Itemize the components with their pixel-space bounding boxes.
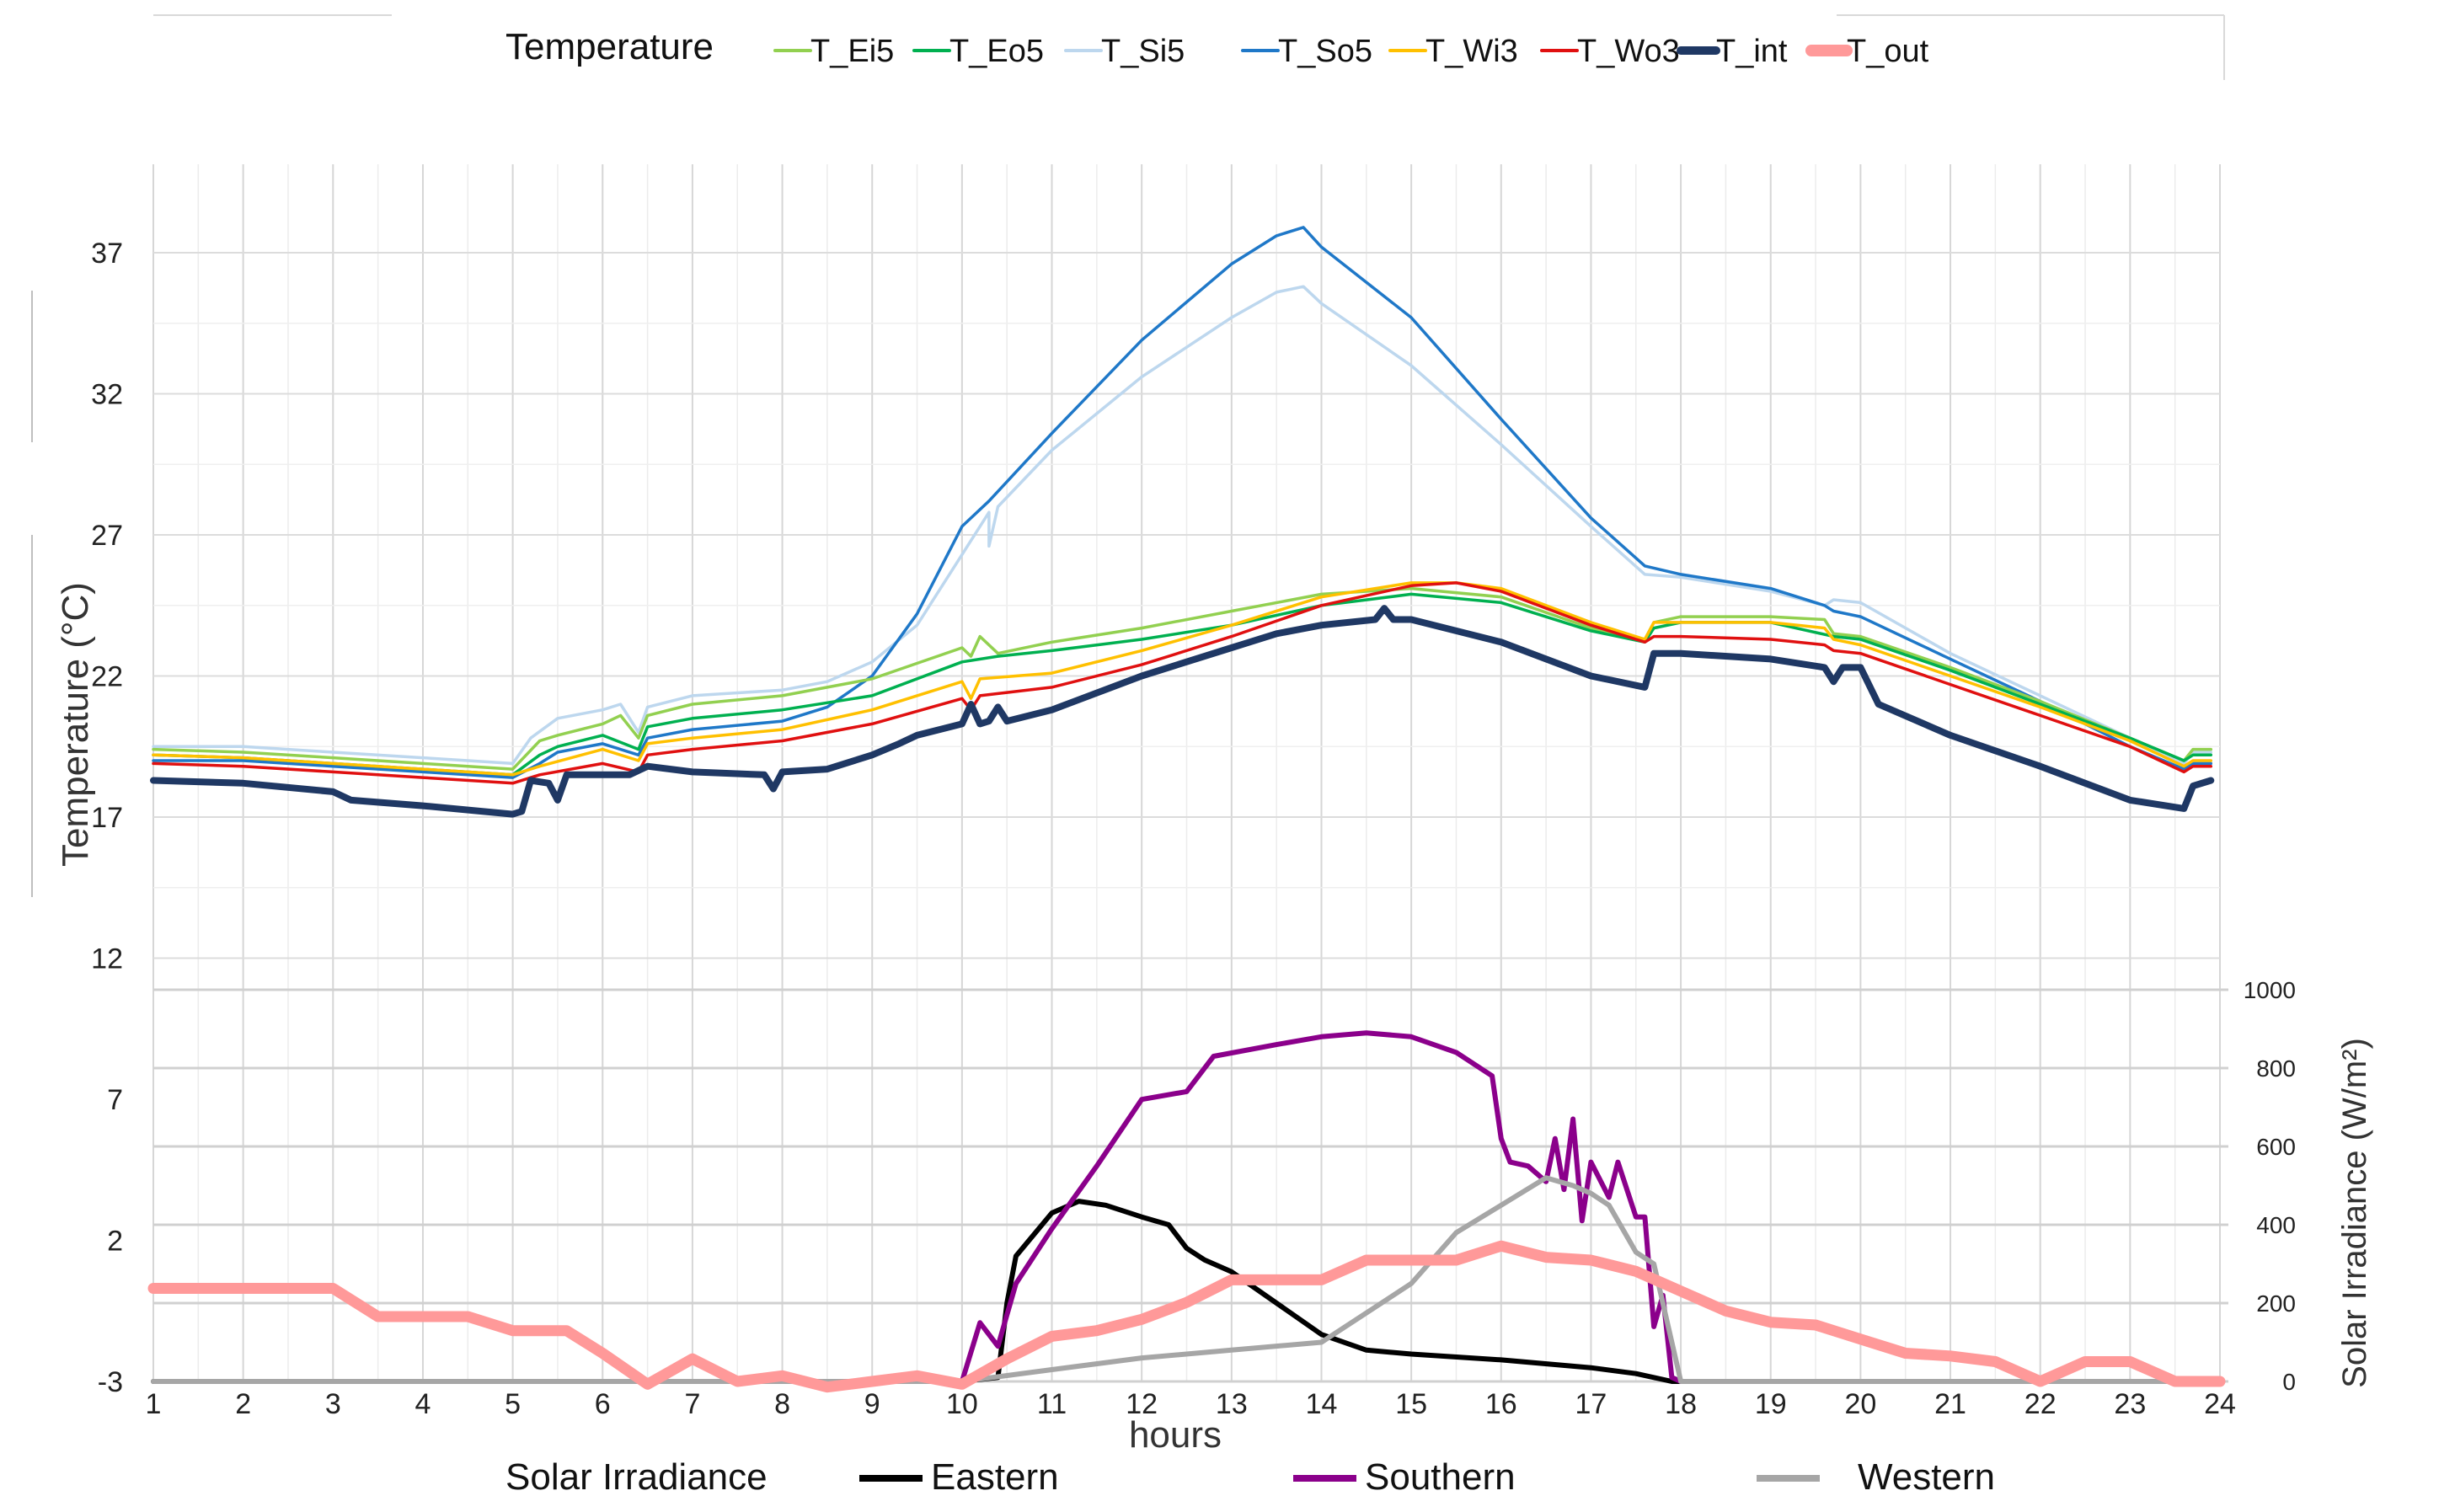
y2-tick-label: 800 (2256, 1055, 2296, 1082)
x-tick-label: 23 (2114, 1388, 2146, 1420)
series-t-wo3 (152, 581, 2213, 785)
legend-label-t-ei5: T_Ei5 (810, 34, 894, 69)
x-tick-label: 3 (325, 1388, 341, 1420)
x-tick-label: 1 (146, 1388, 162, 1420)
y2-tick-label: 200 (2256, 1290, 2296, 1317)
series-t-wi3 (152, 581, 2213, 777)
x-tick-label: 18 (1665, 1388, 1697, 1420)
x-tick-label: 15 (1395, 1388, 1427, 1420)
y-tick-label: 7 (107, 1084, 123, 1116)
legend-label-t-so5: T_So5 (1278, 34, 1372, 69)
y-tick-label: 37 (91, 238, 123, 270)
series-t-int (150, 605, 2215, 818)
series-t-si5 (152, 285, 2213, 766)
legend-label-t-int: T_int (1716, 34, 1788, 69)
y2-tick-label: 600 (2256, 1134, 2296, 1160)
y-tick-label: 2 (107, 1226, 123, 1258)
x-tick-label: 12 (1126, 1388, 1158, 1420)
series-t-out (147, 1240, 2226, 1393)
y2-tick-label: 1000 (2244, 977, 2296, 1003)
legend-temperature-title: Temperature (505, 26, 714, 67)
x-tick-label: 24 (2204, 1388, 2236, 1420)
x-tick-label: 8 (774, 1388, 790, 1420)
x-tick-label: 2 (235, 1388, 251, 1420)
x-tick-label: 5 (505, 1388, 521, 1420)
legend-label-t-wo3: T_Wo3 (1577, 34, 1680, 69)
x-tick-label: 19 (1755, 1388, 1787, 1420)
y2-axis-ticks: 0 200 400 600 800 1000 (2244, 977, 2296, 1395)
y-tick-label: 32 (91, 379, 123, 411)
x-tick-label: 14 (1306, 1388, 1338, 1420)
x-tick-label: 20 (1844, 1388, 1876, 1420)
series-western (151, 1175, 2222, 1384)
series-t-so5 (152, 226, 2213, 779)
legend-label-southern: Southern (1365, 1456, 1516, 1498)
y2-tick-label: 0 (2282, 1369, 2296, 1395)
legend-label-t-eo5: T_Eo5 (949, 34, 1044, 69)
legend-label-t-wi3: T_Wi3 (1425, 34, 1518, 69)
x-tick-label: 22 (2024, 1388, 2057, 1420)
x-tick-label: 6 (595, 1388, 611, 1420)
y-tick-label: 12 (91, 943, 123, 975)
x-tick-label: 9 (864, 1388, 880, 1420)
legend-solar-title: Solar Irradiance (505, 1456, 768, 1498)
x-tick-label: 16 (1485, 1388, 1517, 1420)
y2-tick-label: 400 (2256, 1212, 2296, 1238)
x-tick-label: 21 (1934, 1388, 1966, 1420)
temperature-series (147, 226, 2226, 1393)
x-tick-label: 4 (415, 1388, 431, 1420)
legend-label-eastern: Eastern (931, 1456, 1059, 1498)
x-axis-label: hours (1129, 1414, 1222, 1456)
x-tick-label: 13 (1216, 1388, 1248, 1420)
legend-solar: Solar Irradiance Eastern Southern Western (505, 1456, 1995, 1498)
y-tick-label: 17 (91, 802, 123, 834)
irradiance-series (151, 1030, 2222, 1384)
x-tick-label: 17 (1575, 1388, 1607, 1420)
y-axis-label: Temperature (°C) (55, 582, 96, 867)
series-t-eo5 (152, 592, 2213, 777)
series-t-ei5 (152, 586, 2213, 771)
legend-label-t-si5: T_Si5 (1101, 34, 1185, 69)
y2-axis-label: Solar Irradiance (W/m²) (2336, 1038, 2373, 1388)
x-tick-label: 10 (946, 1388, 978, 1420)
series-eastern (151, 1199, 2222, 1384)
x-axis-ticks: 1 2 3 4 5 6 7 8 9 10 11 12 13 14 15 16 17 18 19 20 21 22 23 24 (146, 1388, 2236, 1420)
x-tick-label: 7 (684, 1388, 700, 1420)
series-southern (959, 1030, 1684, 1384)
y-tick-label: 27 (91, 520, 123, 552)
x-tick-label: 11 (1037, 1388, 1067, 1420)
legend-label-t-out: T_out (1847, 34, 1929, 69)
legend-label-western: Western (1858, 1456, 1995, 1498)
y-tick-label: 22 (91, 661, 123, 693)
legend-temperature: Temperature T_Ei5 T_Eo5 T_Si5 T_So5 T_Wi3 T_W… (505, 26, 1929, 69)
y-tick-label: -3 (98, 1366, 123, 1398)
